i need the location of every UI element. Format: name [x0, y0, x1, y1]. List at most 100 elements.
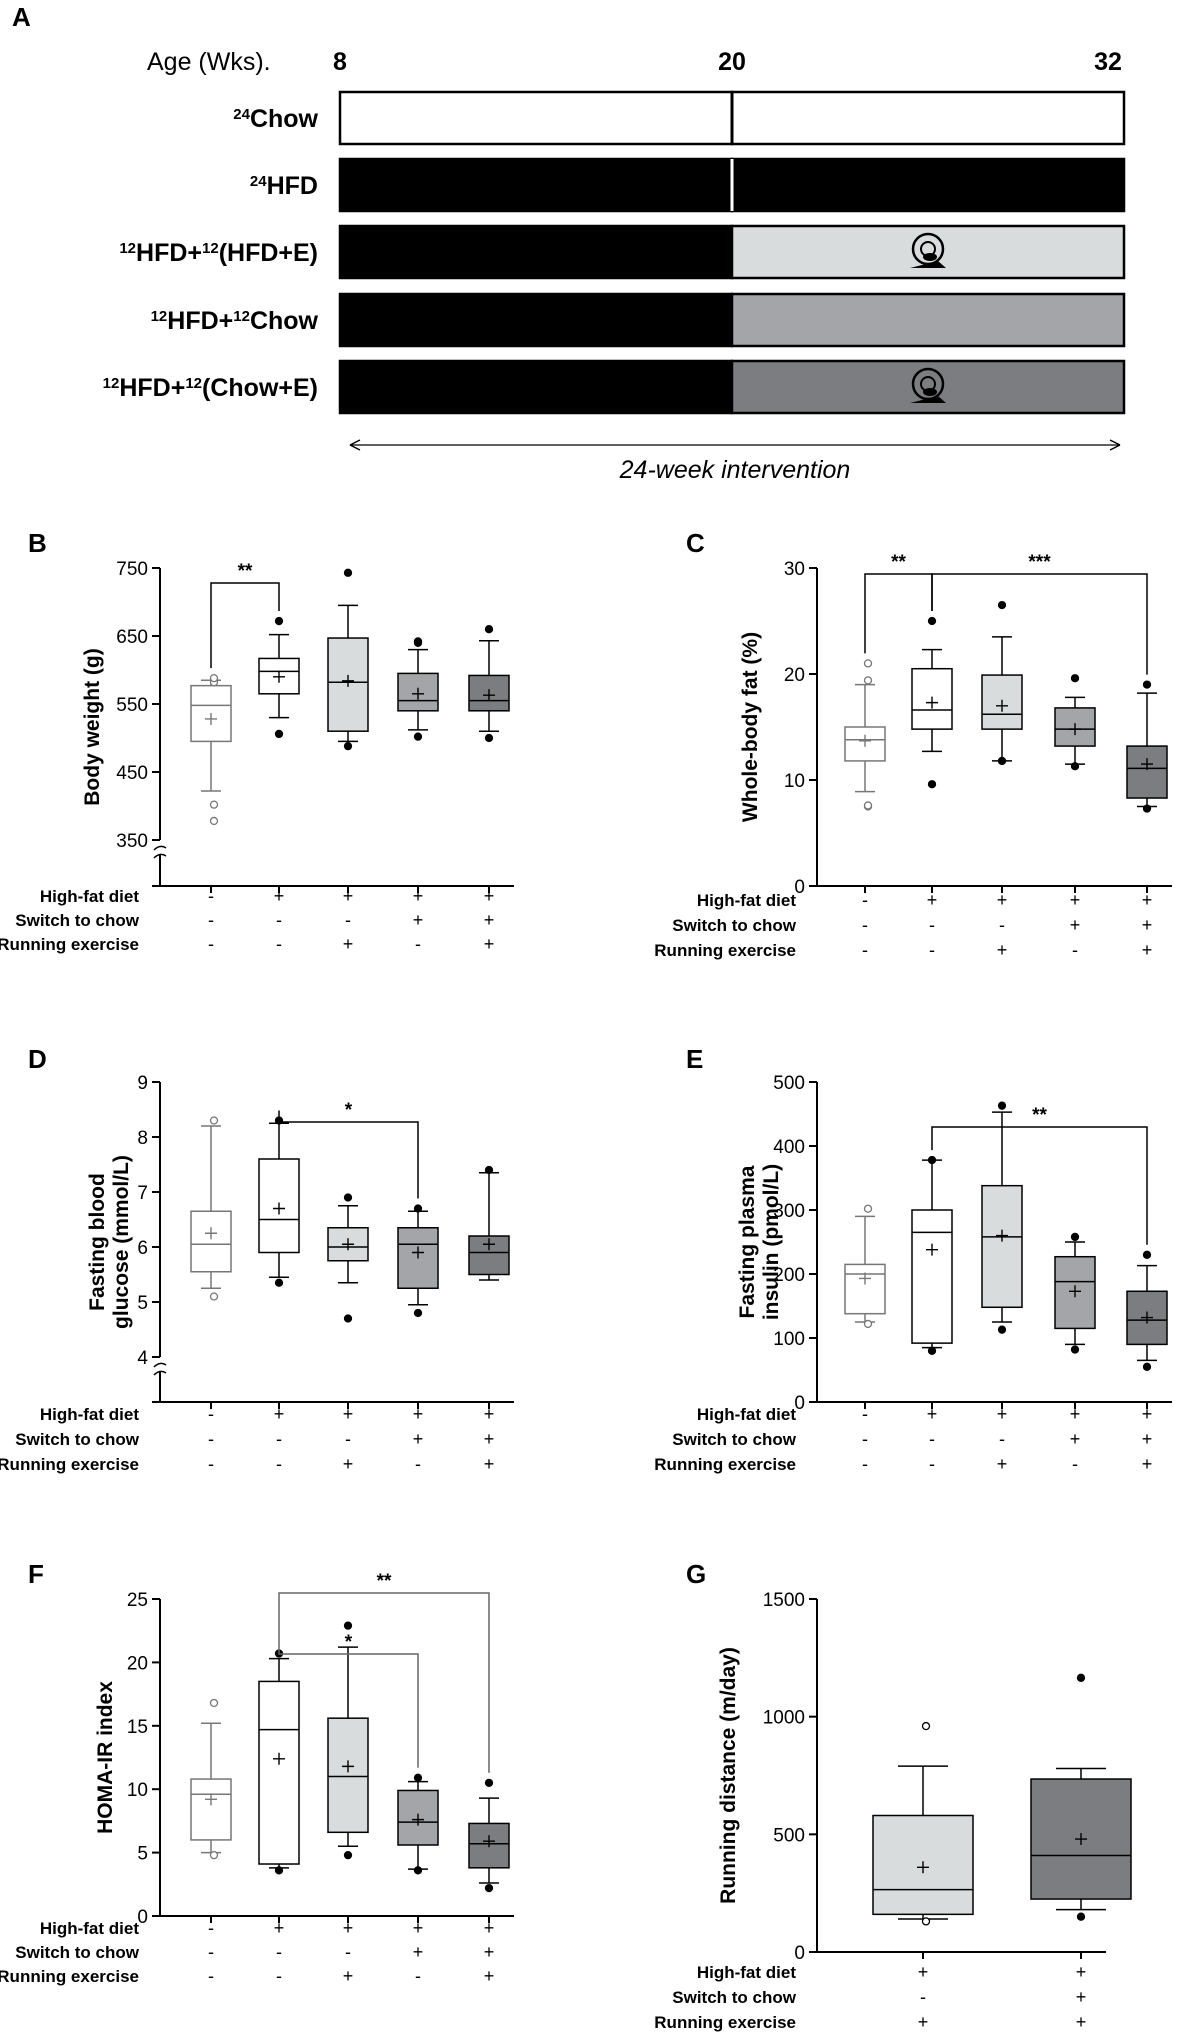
condition-label: Running exercise	[0, 1967, 139, 1986]
condition-value: -	[208, 1404, 214, 1424]
condition-value: +	[484, 1429, 495, 1449]
mean-marker	[412, 687, 424, 700]
box-group	[327, 568, 369, 751]
condition-value: -	[415, 1454, 421, 1474]
outlier-point	[413, 1866, 423, 1875]
outlier-point	[1076, 1673, 1086, 1682]
condition-value: +	[1070, 890, 1081, 910]
condition-value: +	[918, 1962, 929, 1982]
mean-marker	[342, 1238, 354, 1251]
condition-value: -	[999, 915, 1005, 935]
box-group	[397, 1204, 439, 1318]
condition-value: +	[997, 890, 1008, 910]
y-tick-label: 400	[773, 1137, 805, 1158]
outlier-point	[1076, 1912, 1086, 1921]
condition-value: +	[413, 1429, 424, 1449]
condition-value: +	[1070, 1429, 1081, 1449]
y-tick-label: 0	[794, 1393, 805, 1414]
condition-value: +	[343, 934, 354, 954]
age-label-mid: 20	[718, 48, 746, 76]
condition-label: Switch to chow	[15, 1430, 140, 1449]
condition-value: +	[343, 1966, 354, 1986]
box	[327, 1227, 369, 1262]
schedule-bar-phase1	[338, 359, 734, 415]
outlier-point	[1142, 804, 1152, 813]
condition-value: -	[276, 1942, 282, 1962]
y-tick-label: 650	[116, 627, 148, 648]
condition-value: +	[1076, 1987, 1087, 2007]
box	[190, 1210, 232, 1273]
condition-value: +	[413, 1404, 424, 1424]
y-axis-label-line: insulin (pmol/L)	[760, 1164, 783, 1320]
outlier-point	[921, 1917, 931, 1926]
outlier-point	[997, 1325, 1007, 1334]
outlier-point	[863, 676, 873, 685]
y-tick-label: 0	[137, 1907, 148, 1928]
panel-label-b: B	[28, 528, 47, 558]
panel-label-a: A	[12, 2, 31, 32]
outlier-point	[921, 1721, 931, 1731]
box-group	[468, 1778, 510, 1893]
mean-marker	[483, 689, 495, 702]
outlier-point	[1142, 680, 1152, 689]
condition-value: -	[208, 934, 214, 954]
schedule-bar-phase2	[730, 292, 1126, 348]
panel-label-c: C	[686, 528, 705, 558]
outlier-point	[484, 1778, 494, 1788]
mean-marker	[273, 1752, 285, 1765]
y-tick-label: 8	[137, 1128, 148, 1149]
outlier-point	[997, 756, 1007, 766]
condition-value: +	[413, 910, 424, 930]
significance-bracket	[931, 573, 1148, 675]
condition-value: -	[345, 910, 351, 930]
condition-value: +	[484, 886, 495, 906]
box-group	[190, 1116, 232, 1301]
outlier-point	[274, 1278, 284, 1287]
y-tick-label: 550	[116, 695, 148, 716]
significance-label: ***	[1028, 552, 1051, 573]
condition-value: -	[276, 934, 282, 954]
y-axis-label: Fasting plasmainsulin (pmol/L)	[736, 1164, 783, 1320]
schedule-bar-phase1	[338, 157, 734, 213]
age-label-start: 8	[333, 48, 347, 76]
y-tick-label: 4	[137, 1348, 148, 1369]
outlier-point	[413, 1773, 423, 1782]
condition-value: -	[345, 1942, 351, 1962]
schedule-label: 12HFD+12(HFD+E)	[119, 239, 318, 267]
condition-value: +	[484, 1918, 495, 1938]
chart-panel-g: 0 500 1000 1500 Running distance (m/day) High…	[654, 1590, 1132, 2032]
schedule-bar-phase2	[730, 90, 1126, 146]
outlier-point	[274, 729, 284, 739]
condition-value: -	[862, 890, 868, 910]
y-tick-label: 100	[773, 1329, 805, 1350]
box	[258, 1680, 300, 1865]
condition-value: +	[484, 1454, 495, 1474]
mean-marker	[205, 1793, 217, 1806]
mean-marker	[483, 1835, 495, 1848]
y-tick-label: 0	[794, 877, 805, 898]
box	[327, 1717, 369, 1834]
outlier-point	[1142, 1250, 1152, 1259]
box-group	[190, 674, 232, 826]
condition-label: High-fat diet	[40, 1919, 139, 1938]
condition-value: +	[484, 1942, 495, 1962]
condition-value: -	[208, 886, 214, 906]
condition-value: +	[413, 1942, 424, 1962]
mean-marker	[205, 712, 217, 725]
outlier-point	[209, 674, 219, 683]
panel-label-g: G	[686, 1559, 706, 1589]
condition-value: +	[927, 890, 938, 910]
box-group	[258, 616, 300, 739]
y-axis-label: Fasting bloodglucose (mmol/L)	[86, 1155, 133, 1329]
condition-label: Switch to chow	[15, 911, 140, 930]
wheel-stand	[910, 396, 946, 403]
condition-value: -	[1072, 1454, 1078, 1474]
condition-label: High-fat diet	[40, 1405, 139, 1424]
y-tick-label: 10	[127, 1780, 148, 1801]
condition-value: +	[1142, 890, 1153, 910]
outlier-point	[209, 1116, 219, 1125]
condition-value: -	[929, 915, 935, 935]
significance-label: *	[345, 1100, 353, 1121]
mean-marker	[1141, 1311, 1153, 1324]
